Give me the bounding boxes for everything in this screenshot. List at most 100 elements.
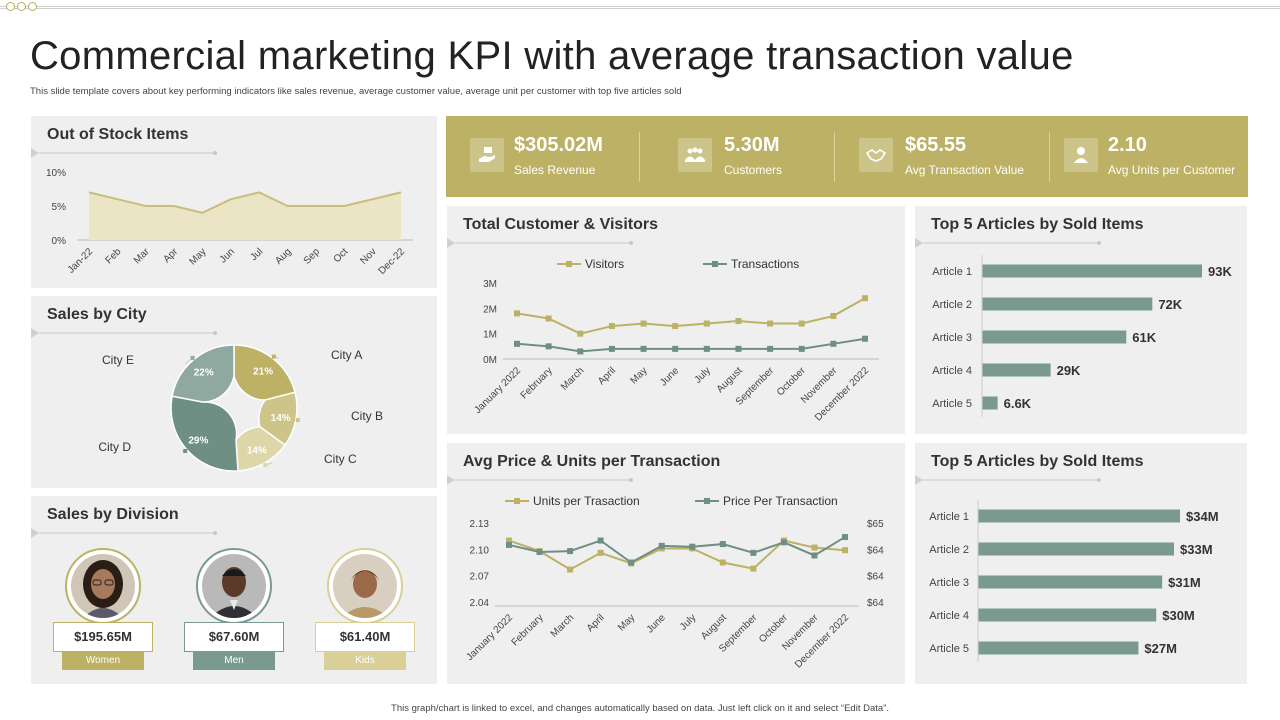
bar: [978, 542, 1175, 556]
city-label: City A: [331, 348, 362, 362]
data-point: [830, 340, 837, 347]
bar-category-label: Article 4: [932, 365, 972, 377]
y-tick-label: 2.10: [470, 545, 490, 556]
area-line: [88, 191, 402, 214]
x-tick-label: July: [693, 365, 713, 385]
data-point: [767, 345, 774, 352]
bar-category-label: Article 4: [929, 610, 969, 622]
y2-tick-label: $64: [867, 598, 884, 609]
out-of-stock-panel: Out of Stock Items 10% 5% 0% Jan-22 Feb Mar Ap…: [31, 116, 437, 288]
sales-by-division-title: Sales by Division: [47, 506, 179, 523]
data-point: [545, 343, 552, 350]
kpi-value: $65.55: [905, 134, 967, 156]
decor-dots: [6, 2, 37, 11]
kpi-value: 2.10: [1108, 134, 1147, 156]
slice-label: 14%: [271, 413, 291, 424]
data-point: [545, 315, 552, 322]
data-point: [862, 335, 868, 342]
y-tick-label: 2.04: [470, 598, 490, 609]
title-underline: [31, 148, 217, 158]
x-tick-label: Sep: [302, 246, 323, 267]
out-of-stock-chart: 10% 5% 0%Jan-22 Feb Mar Apr May Jun Jul Aug Sep Oct…: [46, 168, 413, 277]
x-tick-label: April: [596, 365, 618, 387]
data-point: [567, 566, 574, 573]
x-tick-label: June: [645, 612, 668, 635]
y2-tick-label: $64: [867, 572, 884, 583]
kpi-divider: [1049, 132, 1050, 182]
kpi-value: $305.02M: [514, 134, 603, 156]
kpi-avg-units: 2.10 Avg Units per Customer: [1050, 116, 1248, 197]
leader-marker: [263, 462, 268, 467]
series-line: [508, 539, 846, 571]
data-point: [689, 543, 696, 550]
title-underline: [447, 475, 633, 485]
leader-marker: [190, 355, 195, 360]
city-label: City B: [351, 409, 383, 423]
data-point: [719, 559, 726, 566]
out-of-stock-title: Out of Stock Items: [47, 126, 189, 143]
x-tick-label: Nov: [358, 246, 378, 266]
avg-price-title: Avg Price & Units per Transaction: [463, 453, 721, 470]
division-value-men: $67.60M: [184, 622, 284, 652]
bar-category-label: Article 5: [929, 643, 969, 655]
data-point: [798, 345, 805, 352]
data-point: [750, 549, 757, 556]
legend-label: Visitors: [585, 257, 624, 271]
data-point: [597, 537, 604, 544]
bar: [982, 297, 1153, 311]
data-point: [672, 345, 679, 352]
bar-category-label: Article 3: [929, 577, 969, 589]
city-label: City C: [324, 452, 357, 466]
sales-by-city-chart: 21% City A 14% City B 14% City C 29% City D 22% C…: [98, 344, 383, 472]
kpi-customers: 5.30M Customers: [640, 116, 834, 197]
legend-marker: [566, 261, 572, 267]
bar-category-label: Article 1: [929, 511, 969, 523]
handshake-icon: [859, 138, 893, 172]
data-point: [577, 348, 584, 355]
x-tick-label: Jul: [248, 246, 265, 263]
data-point: [811, 544, 818, 551]
group-icon: [678, 138, 712, 172]
x-tick-label: Oct: [332, 246, 351, 265]
x-tick-label: January 2022: [472, 365, 523, 416]
data-point: [536, 548, 543, 555]
bar: [982, 330, 1127, 344]
data-point: [703, 320, 710, 327]
visitors-title: Total Customer & Visitors: [463, 216, 658, 233]
avatar-kids: [327, 548, 403, 624]
kpi-strip: $305.02M Sales Revenue 5.30M Customers $…: [446, 116, 1248, 197]
data-point: [506, 537, 512, 544]
x-tick-label: Jun: [218, 246, 237, 265]
top-articles-sales-chart: Article 1 $34M Article 2 $33M Article 3 $31M A…: [929, 500, 1219, 662]
y-tick-label: 2.13: [470, 519, 490, 530]
data-point: [735, 318, 742, 324]
x-tick-label: May: [616, 612, 637, 633]
data-point: [703, 345, 710, 352]
pie-slice: [170, 395, 239, 472]
bar-value-label: $27M: [1144, 641, 1177, 656]
data-point: [719, 541, 726, 548]
x-tick-label: Dec-22: [377, 246, 408, 277]
avg-price-panel: Avg Price & Units per Transaction Units …: [447, 443, 905, 684]
data-point: [640, 320, 647, 327]
y-tick-label: 2M: [483, 304, 497, 315]
data-point: [628, 559, 635, 566]
legend-label: Units per Trasaction: [533, 494, 640, 508]
sales-by-city-title: Sales by City: [47, 306, 147, 323]
title-underline: [31, 328, 217, 338]
bar-value-label: 72K: [1158, 297, 1182, 312]
bar-category-label: Article 2: [932, 299, 972, 311]
data-point: [567, 548, 574, 555]
visitors-panel: Total Customer & Visitors Visitors Transa…: [447, 206, 905, 434]
division-label-kids: Kids: [324, 652, 406, 670]
footer-note: This graph/chart is linked to excel, and…: [391, 703, 889, 714]
x-tick-label: Apr: [161, 246, 180, 265]
x-tick-label: May: [187, 246, 208, 267]
title-underline: [31, 528, 217, 538]
division-label-women: Women: [62, 652, 144, 670]
title-underline: [447, 238, 633, 248]
division-value-kids: $61.40M: [315, 622, 415, 652]
y2-tick-label: $64: [867, 545, 884, 556]
top-articles-sales-title: Top 5 Articles by Sold Items: [931, 453, 1144, 470]
